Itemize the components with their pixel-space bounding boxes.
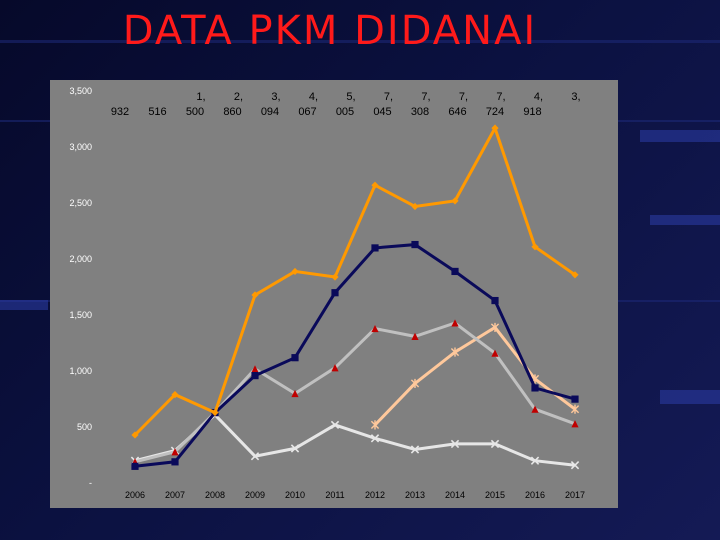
data-point-marker [370,434,380,443]
data-point-marker [291,267,299,276]
data-point-marker [370,420,380,430]
data-point-marker [450,439,460,449]
data-point-marker [571,420,579,428]
data-point-marker [290,444,300,453]
x-tick-label: 2013 [405,490,425,500]
total-label-upper: 7, [459,91,468,103]
data-point-marker [131,462,139,470]
data-point-marker [410,445,420,454]
data-point-marker [331,289,339,297]
data-point-marker [411,332,419,340]
data-point-marker [171,391,179,399]
x-tick-label: 2009 [245,490,265,500]
x-tick-label: 2008 [205,490,225,500]
total-label-lower: 860 [223,106,241,118]
total-label-lower: 724 [486,106,504,118]
total-label-lower: 308 [411,106,429,118]
total-label-upper: 7, [421,91,430,103]
data-point-marker [450,347,460,357]
series-line [134,412,576,467]
data-point-marker [531,384,539,392]
total-label-lower: 516 [148,106,166,118]
data-point-marker [410,378,420,389]
y-tick-label: 1,500 [69,310,92,320]
data-point-marker [531,243,539,251]
series-line [133,124,576,437]
total-label-lower: 932 [111,106,129,118]
total-label-lower: 500 [186,106,204,118]
data-point-marker [331,364,339,372]
total-label-lower: 646 [448,106,466,118]
x-tick-label: 2007 [165,490,185,500]
y-tick-label: - [89,478,92,488]
y-tick-label: 3,500 [69,86,92,96]
data-point-marker [411,202,419,211]
total-label-upper: 2, [234,91,243,103]
data-point-marker [571,271,579,279]
data-point-marker [371,324,379,333]
x-tick-label: 2010 [285,490,305,500]
total-label-upper: 7, [496,91,505,103]
y-tick-label: 500 [77,422,92,432]
data-point-marker [291,354,299,362]
data-point-marker [250,452,260,461]
data-point-marker [451,319,459,327]
x-tick-label: 2016 [525,490,545,500]
data-point-marker [171,458,179,466]
total-label-lower: 005 [336,106,354,118]
page-title: DATA PKM DIDANAI [122,8,538,54]
series-pkm-p [131,124,579,439]
data-point-marker [451,197,459,205]
data-point-marker [571,395,579,403]
series-pkm-k [131,240,579,470]
x-tick-label: 2011 [325,490,344,500]
data-point-marker [291,389,299,398]
y-tick-label: 2,500 [69,198,92,208]
y-tick-label: 3,000 [69,142,92,152]
y-tick-label: 1,000 [69,366,92,376]
data-point-marker [371,244,379,252]
total-label-upper: 3, [271,91,280,103]
data-point-marker [251,365,259,373]
x-tick-label: 2015 [485,490,505,500]
data-point-marker [531,405,539,413]
total-label-lower: 067 [298,106,316,118]
data-point-marker [570,461,580,470]
total-label-lower: 918 [523,106,541,118]
data-point-marker [491,124,499,132]
x-tick-label: 2012 [365,490,385,500]
chart-panel: -500 1,000 1,500 2,000 2,500 3,000 3,500 2006 20… [50,80,618,508]
series-pkm-m [131,319,579,466]
data-point-marker [530,456,540,465]
data-point-marker [211,408,219,417]
data-point-marker [570,404,580,414]
total-label-upper: 3, [571,91,580,103]
total-label-upper: 1, [196,91,205,103]
total-label-lower: 094 [261,106,279,118]
data-point-marker [171,448,179,456]
series-pkm-t [130,410,580,470]
y-tick-label: 2,000 [69,254,92,264]
total-label-upper: 7, [384,91,393,103]
series-line [373,325,576,426]
data-point-marker [491,349,499,357]
x-tick-label: 2014 [445,490,465,500]
total-label-upper: 5, [346,91,355,103]
x-tick-label: 2006 [125,490,145,500]
data-point-marker [490,322,500,333]
series-line [134,243,576,468]
total-label-upper: 4, [309,91,318,103]
data-point-marker [251,372,259,380]
total-label-lower: 045 [373,106,391,118]
data-point-marker [330,420,340,430]
data-point-marker [490,439,500,449]
data-point-marker [371,181,379,189]
data-point-marker [451,267,459,276]
total-label-upper: 4, [534,91,543,103]
data-point-marker [131,431,139,439]
data-point-marker [411,240,419,249]
x-tick-label: 2017 [565,490,585,500]
data-point-marker [491,296,499,305]
